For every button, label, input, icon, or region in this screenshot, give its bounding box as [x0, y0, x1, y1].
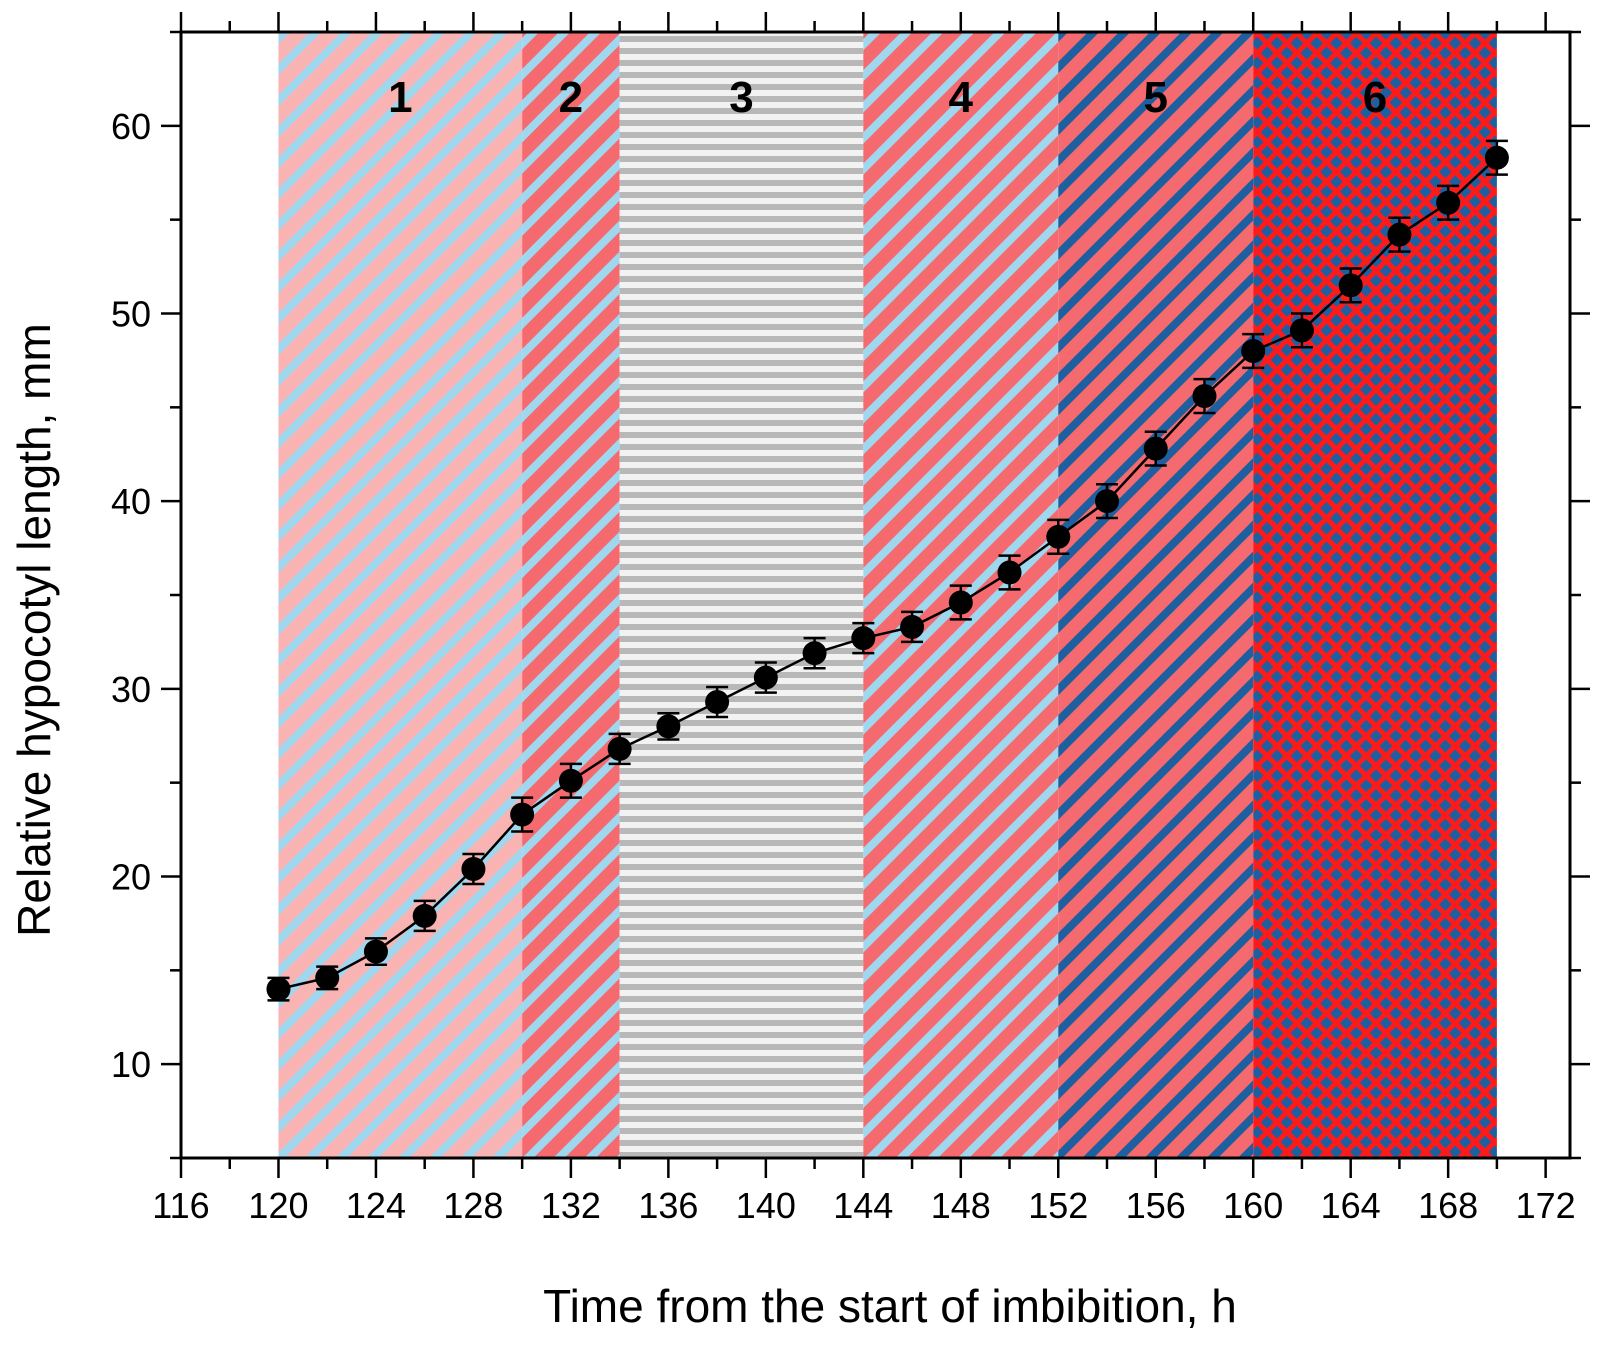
data-point	[461, 856, 486, 881]
x-tick-label: 144	[833, 1185, 893, 1226]
axes: 116 120 124 128 132 136 140 144 148 152 156 160 164 1…	[111, 12, 1590, 1226]
band-5	[1058, 32, 1254, 1158]
data-point	[510, 802, 535, 827]
data-point	[1484, 145, 1509, 170]
data-point	[753, 665, 778, 690]
data-point	[1143, 436, 1168, 461]
x-tick-label: 128	[443, 1185, 503, 1226]
data-point	[1338, 273, 1363, 298]
y-tick-label: 20	[111, 857, 151, 898]
x-tick-label: 116	[152, 1185, 209, 1226]
data-point	[266, 977, 291, 1002]
y-tick-label: 60	[111, 106, 151, 147]
data-point	[1289, 318, 1314, 343]
data-point	[1046, 524, 1071, 549]
band-2	[522, 32, 620, 1158]
data-point	[363, 939, 388, 964]
x-tick-label: 164	[1321, 1185, 1381, 1226]
data-point	[802, 641, 827, 666]
x-tick-label: 172	[1516, 1185, 1576, 1226]
x-axis-title: Time from the start of imbibition, h	[543, 1280, 1237, 1332]
y-tick-label: 10	[111, 1044, 151, 1085]
data-point	[656, 714, 681, 739]
data-point	[948, 590, 973, 615]
x-tick-label: 136	[638, 1185, 698, 1226]
x-tick-label: 152	[1028, 1185, 1088, 1226]
band-label-6: 6	[1363, 73, 1387, 122]
data-point	[558, 768, 583, 793]
band-label-3: 3	[729, 73, 753, 122]
data-point	[1241, 339, 1266, 364]
y-axis-title: Relative hypocotyl length, mm	[8, 323, 60, 937]
band-label-5: 5	[1143, 73, 1167, 122]
y-tick-label: 50	[111, 294, 151, 335]
x-tick-label: 120	[248, 1185, 308, 1226]
data-point	[900, 614, 925, 639]
x-tick-label: 140	[736, 1185, 796, 1226]
y-tick-label: 40	[111, 481, 151, 522]
data-point	[705, 689, 730, 714]
data-point	[315, 965, 340, 990]
x-tick-label: 148	[931, 1185, 991, 1226]
band-label-4: 4	[949, 73, 974, 122]
band-3	[619, 32, 864, 1158]
data-point	[1436, 190, 1461, 215]
data-point	[607, 736, 632, 761]
series-hypocotyl-length	[266, 139, 1509, 1002]
y-tick-label: 30	[111, 669, 151, 710]
data-point	[1192, 384, 1217, 409]
data-point	[851, 626, 876, 651]
x-tick-label: 168	[1418, 1185, 1478, 1226]
data-point	[1095, 489, 1119, 514]
background-bands	[278, 32, 1497, 1158]
x-tick-label: 124	[346, 1185, 406, 1226]
x-tick-label: 160	[1223, 1185, 1283, 1226]
band-label-1: 1	[388, 73, 412, 122]
data-point	[997, 560, 1022, 585]
data-point	[1387, 222, 1412, 247]
x-tick-label: 156	[1126, 1185, 1186, 1226]
band-labels: 1 2 3 4 5 6	[388, 73, 1387, 122]
data-point	[412, 903, 437, 928]
band-1	[278, 32, 523, 1158]
x-tick-label: 132	[541, 1185, 601, 1226]
band-label-2: 2	[559, 73, 583, 122]
band-6	[1253, 32, 1497, 1158]
